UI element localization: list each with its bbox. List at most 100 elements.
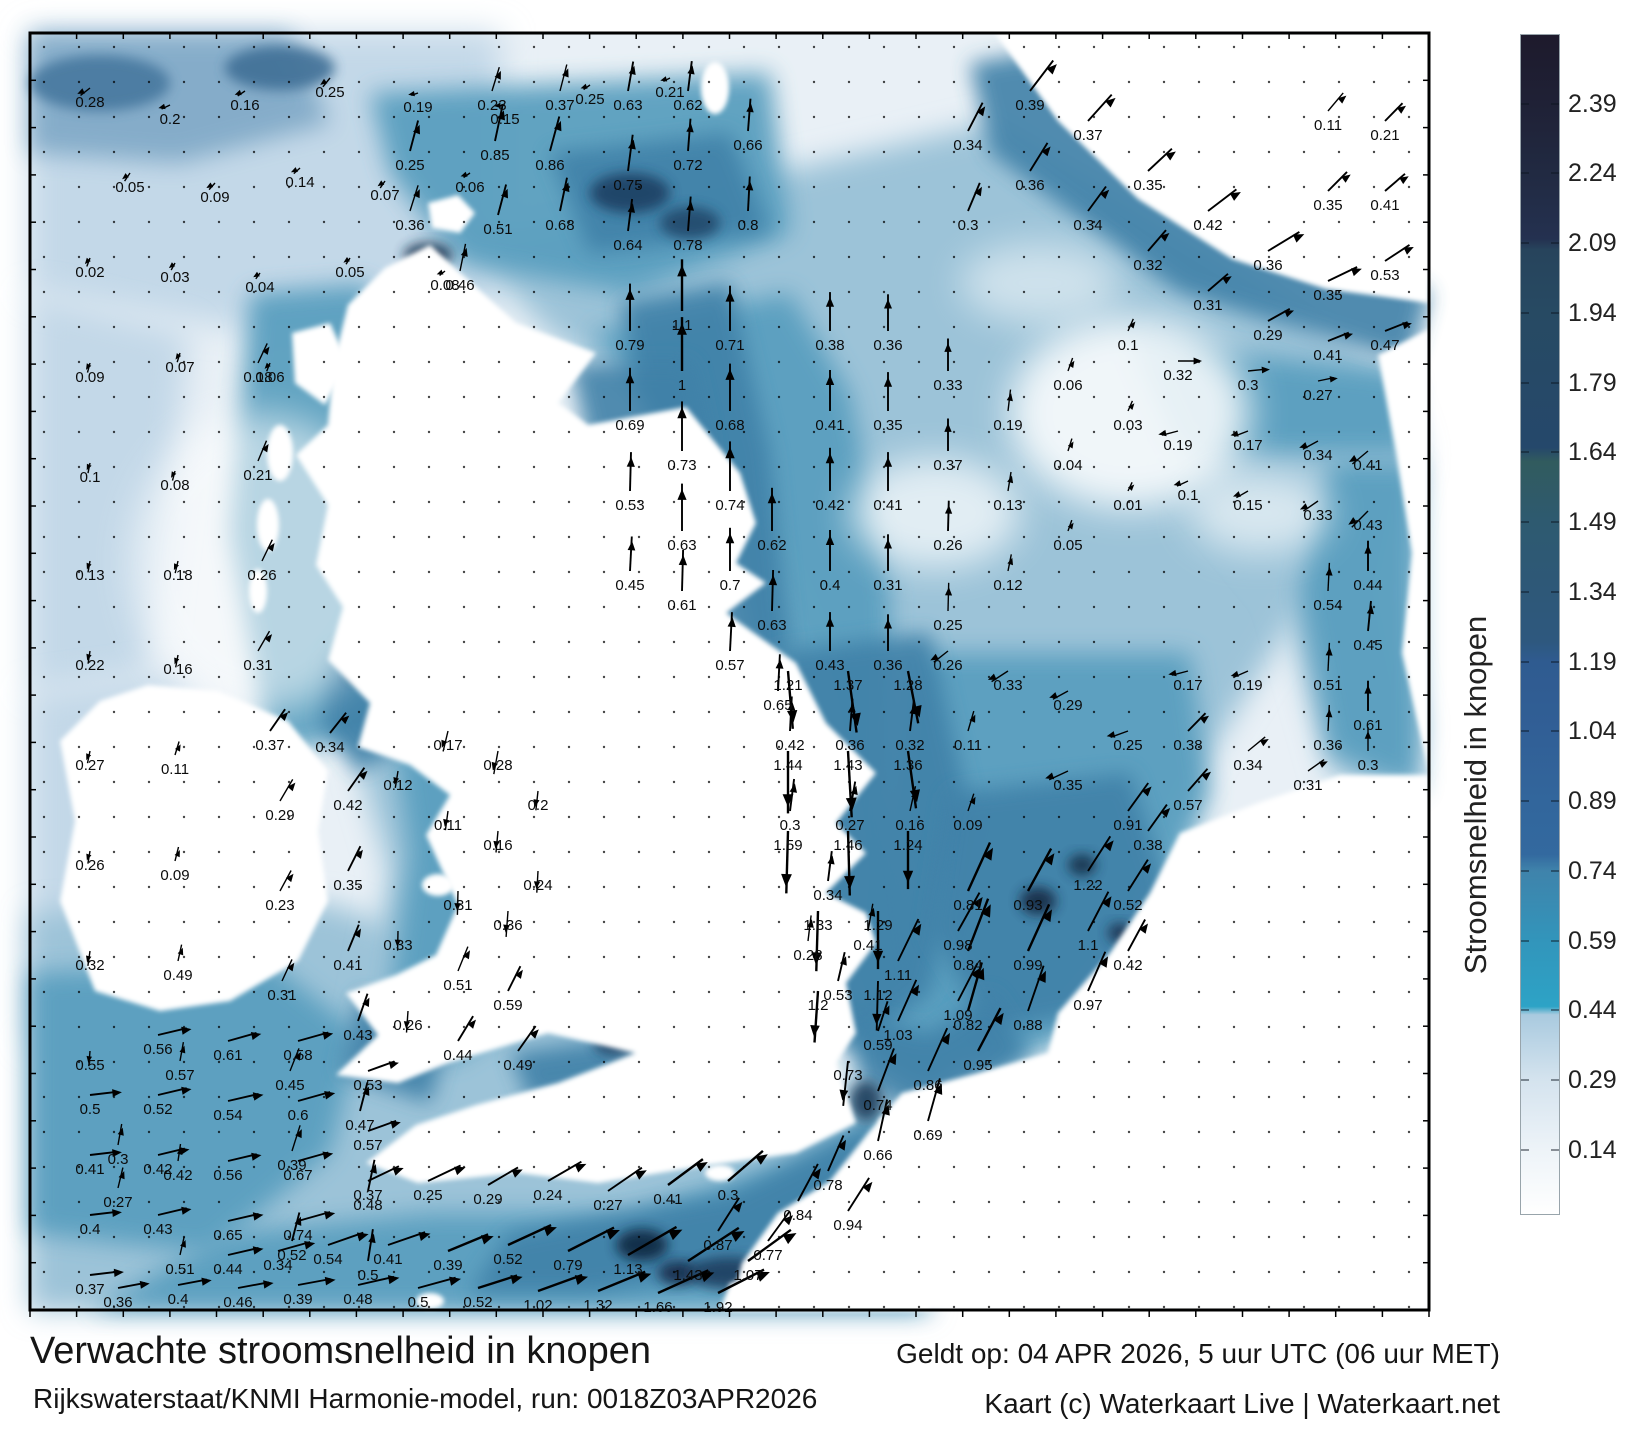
svg-text:0.26: 0.26 xyxy=(933,537,962,554)
svg-text:0.31: 0.31 xyxy=(267,987,296,1004)
svg-text:0.35: 0.35 xyxy=(1053,777,1082,794)
svg-text:0.36: 0.36 xyxy=(873,657,902,674)
svg-text:0.34: 0.34 xyxy=(1303,447,1332,464)
svg-text:0.44: 0.44 xyxy=(1353,577,1382,594)
svg-text:0.52: 0.52 xyxy=(1113,897,1142,914)
svg-text:0.09: 0.09 xyxy=(953,817,982,834)
svg-text:0.45: 0.45 xyxy=(615,577,644,594)
svg-text:0.79: 0.79 xyxy=(553,1257,582,1274)
svg-text:0.47: 0.47 xyxy=(1370,337,1399,354)
svg-text:0.26: 0.26 xyxy=(933,657,962,674)
colorbar-tick-mark xyxy=(1551,730,1559,733)
svg-text:1.12: 1.12 xyxy=(863,987,892,1004)
svg-text:0.51: 0.51 xyxy=(443,977,472,994)
colorbar-tick-mark xyxy=(1521,869,1529,872)
svg-text:0.95: 0.95 xyxy=(963,1057,992,1074)
svg-text:0.37: 0.37 xyxy=(75,1281,104,1298)
colorbar-tick-label: 1.79 xyxy=(1568,368,1617,397)
svg-text:0.35: 0.35 xyxy=(1133,177,1162,194)
svg-text:0.66: 0.66 xyxy=(733,137,762,154)
svg-text:0.19: 0.19 xyxy=(1163,437,1192,454)
svg-text:0.1: 0.1 xyxy=(80,469,101,486)
svg-text:0.97: 0.97 xyxy=(1073,997,1102,1014)
svg-text:0.02: 0.02 xyxy=(75,264,104,281)
svg-text:0.41: 0.41 xyxy=(653,1191,682,1208)
svg-text:0.28: 0.28 xyxy=(75,94,104,111)
svg-text:0.31: 0.31 xyxy=(243,657,272,674)
svg-text:1.37: 1.37 xyxy=(833,677,862,694)
colorbar-tick-mark xyxy=(1551,800,1559,803)
svg-text:0.98: 0.98 xyxy=(943,937,972,954)
svg-text:0.48: 0.48 xyxy=(353,1197,382,1214)
svg-text:0.27: 0.27 xyxy=(1303,387,1332,404)
colorbar-tick-mark xyxy=(1551,451,1559,454)
svg-text:1.29: 1.29 xyxy=(863,917,892,934)
svg-text:0.62: 0.62 xyxy=(757,537,786,554)
svg-text:0.57: 0.57 xyxy=(1173,797,1202,814)
svg-text:1.1: 1.1 xyxy=(1078,937,1099,954)
svg-text:0.31: 0.31 xyxy=(1193,297,1222,314)
svg-text:0.68: 0.68 xyxy=(715,417,744,434)
svg-text:0.59: 0.59 xyxy=(493,997,522,1014)
copyright-line: Kaart (c) Waterkaart Live | Waterkaart.n… xyxy=(984,1388,1500,1419)
colorbar-tick-mark xyxy=(1551,521,1559,524)
svg-text:0.21: 0.21 xyxy=(655,84,684,101)
svg-text:0.07: 0.07 xyxy=(165,359,194,376)
colorbar-title: Stroomsnelheid in knopen xyxy=(1458,615,1493,975)
svg-text:0.85: 0.85 xyxy=(480,147,509,164)
svg-text:0.86: 0.86 xyxy=(535,157,564,174)
svg-text:0.36: 0.36 xyxy=(1253,257,1282,274)
svg-text:0.51: 0.51 xyxy=(165,1261,194,1278)
svg-text:0.21: 0.21 xyxy=(243,467,272,484)
svg-text:1.2: 1.2 xyxy=(808,997,829,1014)
colorbar-tick-mark xyxy=(1521,311,1529,314)
svg-text:0.41: 0.41 xyxy=(815,417,844,434)
svg-text:0.43: 0.43 xyxy=(1353,517,1382,534)
svg-text:0.32: 0.32 xyxy=(1133,257,1162,274)
svg-text:0.42: 0.42 xyxy=(815,497,844,514)
svg-text:0.65: 0.65 xyxy=(763,697,792,714)
svg-text:0.61: 0.61 xyxy=(213,1047,242,1064)
svg-text:0.84: 0.84 xyxy=(953,957,982,974)
svg-text:0.18: 0.18 xyxy=(243,369,272,386)
svg-text:0.74: 0.74 xyxy=(715,497,744,514)
svg-text:0.59: 0.59 xyxy=(863,1037,892,1054)
map-title: Verwachte stroomsnelheid in knopen xyxy=(30,1330,652,1372)
svg-text:0.23: 0.23 xyxy=(265,897,294,914)
svg-text:0.42: 0.42 xyxy=(1113,957,1142,974)
colorbar-tick-mark xyxy=(1521,451,1529,454)
svg-text:1.11: 1.11 xyxy=(884,967,912,984)
svg-text:0.54: 0.54 xyxy=(313,1251,342,1268)
svg-text:0.12: 0.12 xyxy=(383,777,412,794)
svg-text:1.46: 1.46 xyxy=(833,837,862,854)
colorbar xyxy=(1520,34,1560,1215)
colorbar-tick-mark xyxy=(1521,660,1529,663)
svg-text:0.3: 0.3 xyxy=(108,1151,129,1168)
colorbar-tick-label: 1.49 xyxy=(1568,508,1617,537)
svg-text:0.42: 0.42 xyxy=(1193,217,1222,234)
svg-text:0.17: 0.17 xyxy=(1233,437,1262,454)
svg-text:0.29: 0.29 xyxy=(1253,327,1282,344)
svg-text:0.36: 0.36 xyxy=(1313,737,1342,754)
svg-text:0.81: 0.81 xyxy=(953,897,982,914)
svg-text:0.34: 0.34 xyxy=(953,137,982,154)
svg-text:0.35: 0.35 xyxy=(1313,287,1342,304)
svg-text:0.63: 0.63 xyxy=(613,97,642,114)
svg-text:0.05: 0.05 xyxy=(115,179,144,196)
colorbar-tick-mark xyxy=(1521,730,1529,733)
svg-text:0.37: 0.37 xyxy=(1073,127,1102,144)
svg-text:0.42: 0.42 xyxy=(333,797,362,814)
svg-text:0.5: 0.5 xyxy=(80,1101,101,1118)
svg-text:0.18: 0.18 xyxy=(163,567,192,584)
svg-text:0.29: 0.29 xyxy=(265,807,294,824)
svg-text:0.39: 0.39 xyxy=(277,1157,306,1174)
colorbar-tick-mark xyxy=(1521,1009,1529,1012)
colorbar-tick-mark xyxy=(1521,1079,1529,1082)
svg-text:0.55: 0.55 xyxy=(75,1057,104,1074)
colorbar-tick-label: 1.64 xyxy=(1568,438,1617,467)
svg-text:0.94: 0.94 xyxy=(833,1217,862,1234)
svg-text:0.41: 0.41 xyxy=(873,497,902,514)
svg-text:0.22: 0.22 xyxy=(75,657,104,674)
colorbar-tick-mark xyxy=(1551,102,1559,105)
